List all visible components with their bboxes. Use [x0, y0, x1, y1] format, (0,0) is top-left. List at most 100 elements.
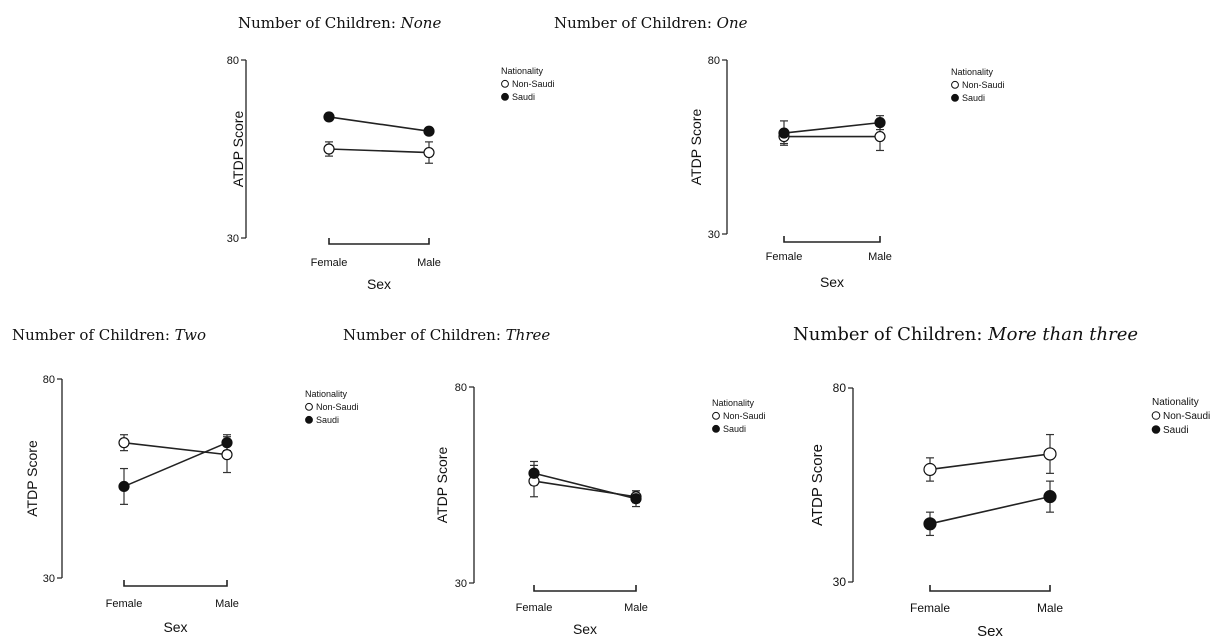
y-tick-label: 80 — [227, 55, 239, 67]
chart-panel-1: Number of Children: None 80 30 ATDP Score Fe… — [227, 14, 555, 292]
y-axis-label: ATDP Score — [24, 440, 40, 517]
legend-marker-non-saudi — [501, 79, 509, 88]
data-point-saudi — [630, 493, 642, 505]
legend-marker-non-saudi — [1151, 411, 1161, 420]
legend-marker-saudi — [305, 415, 313, 424]
legend-label-non-saudi: Non-Saudi — [962, 80, 1005, 90]
series-line-saudi — [328, 116, 430, 132]
series-line-saudi — [929, 495, 1051, 525]
data-point-non-saudi — [118, 437, 130, 449]
x-axis-label: Sex — [163, 619, 187, 635]
x-tick-label-male: Male — [215, 598, 239, 610]
series-line-saudi — [783, 121, 881, 134]
y-tick-label: 30 — [227, 233, 239, 245]
legend-label-saudi: Saudi — [723, 424, 746, 434]
legend-title: Nationality — [501, 66, 544, 76]
y-tick-label: 80 — [43, 374, 55, 386]
x-tick-label-female: Female — [516, 602, 553, 614]
legend-label-saudi: Saudi — [1163, 425, 1189, 436]
legend-title: Nationality — [951, 67, 994, 77]
data-point-saudi — [423, 125, 435, 137]
x-tick-label-female: Female — [311, 257, 348, 269]
legend-label-saudi: Saudi — [512, 92, 535, 102]
y-tick-label: 30 — [455, 578, 467, 590]
chart-title-prefix: Number of Children: — [343, 326, 506, 344]
x-tick-label-male: Male — [868, 251, 892, 263]
data-point-saudi — [1043, 490, 1057, 504]
chart-panel-2: Number of Children: One 80 30 ATDP Score Fem… — [554, 14, 1005, 290]
series-line-non-saudi — [929, 453, 1051, 471]
data-point-saudi — [323, 111, 335, 123]
x-axis-line — [123, 580, 228, 587]
y-tick-label: 80 — [833, 381, 847, 395]
series-line-non-saudi — [328, 148, 430, 154]
y-axis-label: ATDP Score — [230, 111, 246, 188]
x-axis-line — [783, 236, 881, 243]
legend-marker-saudi — [1151, 425, 1161, 434]
y-tick-label: 30 — [833, 575, 847, 589]
legend-marker-non-saudi — [951, 80, 959, 89]
legend-marker-saudi — [951, 93, 959, 102]
chart-title-value: Two — [175, 326, 206, 344]
x-tick-label-male: Male — [624, 602, 648, 614]
legend-title: Nationality — [305, 389, 348, 399]
series-line-saudi — [533, 472, 637, 500]
legend-label-saudi: Saudi — [962, 93, 985, 103]
chart-title: Number of Children: Two — [12, 326, 206, 344]
legend-marker-non-saudi — [712, 411, 720, 420]
x-tick-label-female: Female — [910, 601, 950, 615]
series-line-saudi — [123, 441, 228, 488]
data-point-non-saudi — [923, 462, 937, 477]
chart-panel-4: Number of Children: Three 80 30 ATDP Score F… — [343, 326, 766, 637]
legend-label-non-saudi: Non-Saudi — [316, 402, 359, 412]
data-point-saudi — [923, 517, 937, 531]
data-point-saudi — [528, 467, 540, 479]
legend-title: Nationality — [1152, 397, 1199, 408]
y-tick-label: 80 — [455, 382, 467, 394]
chart-title: Number of Children: None — [238, 14, 441, 32]
x-tick-label-female: Female — [106, 598, 143, 610]
x-axis-label: Sex — [367, 276, 391, 292]
legend-label-saudi: Saudi — [316, 415, 339, 425]
chart-title-value: More than three — [987, 324, 1138, 345]
chart-title-prefix: Number of Children: — [238, 14, 401, 32]
data-point-non-saudi — [874, 130, 886, 143]
x-axis-line — [929, 585, 1051, 592]
series-line-non-saudi — [123, 441, 228, 456]
x-axis-line — [328, 238, 430, 245]
x-axis-label: Sex — [977, 623, 1003, 639]
chart-title-prefix: Number of Children: — [12, 326, 175, 344]
chart-title: Number of Children: More than three — [793, 324, 1138, 345]
chart-panel-3: Number of Children: Two 80 30 ATDP Score Fem… — [12, 326, 359, 635]
chart-panel-5: Number of Children: More than three 80 30 A… — [793, 324, 1210, 640]
data-point-non-saudi — [423, 146, 435, 159]
chart-title: Number of Children: Three — [343, 326, 550, 344]
x-axis-label: Sex — [820, 274, 844, 290]
legend-label-non-saudi: Non-Saudi — [723, 411, 766, 421]
data-point-saudi — [874, 117, 886, 129]
chart-title: Number of Children: One — [554, 14, 748, 32]
legend-label-non-saudi: Non-Saudi — [1163, 411, 1210, 422]
data-point-non-saudi — [323, 143, 335, 155]
chart-title-value: None — [400, 14, 442, 32]
chart-title-value: Three — [506, 326, 551, 344]
x-tick-label-female: Female — [766, 251, 803, 263]
data-point-non-saudi — [221, 449, 233, 461]
chart-title-prefix: Number of Children: — [554, 14, 717, 32]
legend-label-non-saudi: Non-Saudi — [512, 79, 555, 89]
chart-title-value: One — [717, 14, 748, 32]
data-point-saudi — [778, 127, 790, 139]
x-axis-label: Sex — [573, 621, 597, 637]
y-tick-label: 80 — [708, 55, 720, 67]
x-tick-label-male: Male — [417, 257, 441, 269]
legend-marker-non-saudi — [305, 402, 313, 411]
y-axis-label: ATDP Score — [688, 109, 704, 186]
y-axis-label: ATDP Score — [434, 447, 450, 524]
chart-title-prefix: Number of Children: — [793, 324, 988, 345]
legend-title: Nationality — [712, 398, 755, 408]
y-axis-label: ATDP Score — [809, 444, 826, 526]
legend-marker-saudi — [501, 92, 509, 101]
y-tick-label: 30 — [708, 229, 720, 241]
